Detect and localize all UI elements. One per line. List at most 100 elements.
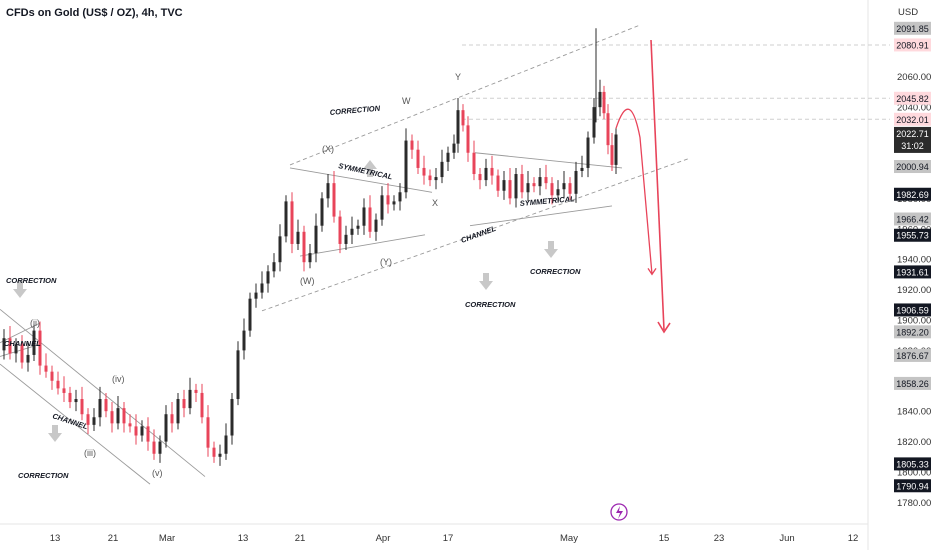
- candle-body: [326, 183, 330, 199]
- price-label-box: [894, 112, 931, 126]
- candle-body: [296, 231, 300, 244]
- candle-body: [398, 192, 402, 202]
- x-tick-label: May: [560, 533, 578, 544]
- candle-body: [44, 365, 48, 372]
- time-axis[interactable]: 13 21 Mar 13 21 Apr 17 May 15 23 Jun 12: [50, 533, 859, 544]
- candle-body: [544, 177, 548, 184]
- candle-body: [356, 225, 360, 229]
- annotation-label: CHANNEL: [460, 224, 498, 245]
- price-label: 2045.82: [896, 94, 929, 104]
- candle-body: [116, 408, 120, 424]
- price-label: 1892.20: [896, 327, 929, 337]
- candle-body: [20, 344, 24, 363]
- price-label-box: [894, 376, 931, 390]
- chart-title: CFDs on Gold (US$ / OZ), 4h, TVC: [6, 7, 183, 19]
- candle-body: [568, 183, 572, 194]
- candle-body: [362, 207, 366, 226]
- candle-layer: [2, 28, 618, 466]
- candle-body: [392, 201, 396, 205]
- x-tick-label: 13: [50, 533, 61, 544]
- candle-body: [218, 453, 222, 457]
- x-tick-label: 21: [108, 533, 119, 544]
- candle-body: [92, 417, 96, 425]
- candle-body: [434, 177, 438, 181]
- candle-body: [574, 170, 578, 194]
- candle-body: [446, 152, 450, 162]
- candle-body: [580, 167, 584, 171]
- projection-arrowhead: [647, 268, 657, 276]
- price-label: 1805.33: [896, 459, 929, 469]
- wave-label: (v): [152, 468, 163, 478]
- candle-body: [62, 388, 66, 393]
- price-label-box: [894, 265, 931, 279]
- candle-body: [532, 183, 536, 187]
- candle-body: [80, 399, 84, 415]
- y-tick-label: 1900.00: [897, 315, 931, 326]
- candle-body: [606, 113, 610, 146]
- candle-body: [38, 330, 42, 366]
- candle-body: [134, 426, 138, 436]
- y-tick-label: 1800.00: [897, 467, 931, 478]
- rising-channel-lower: [261, 158, 689, 312]
- lightning-icon: [610, 503, 628, 521]
- candle-body: [32, 330, 36, 355]
- x-tick-label: Apr: [376, 533, 391, 544]
- price-label: 1955.73: [896, 231, 929, 241]
- candle-body: [74, 399, 78, 403]
- candle-body: [200, 392, 204, 418]
- price-label: 2022.71: [896, 129, 929, 139]
- candle-body: [104, 399, 108, 412]
- annotation-label: CHANNEL: [4, 339, 41, 348]
- annotation-label: CORRECTION: [530, 267, 581, 276]
- candle-body: [320, 198, 324, 226]
- price-label-box: [894, 348, 931, 362]
- candle-body: [404, 140, 408, 193]
- price-label-box: [894, 228, 931, 242]
- x-tick-label: 23: [714, 533, 725, 544]
- candle-body: [592, 107, 596, 138]
- wave-label: (iii): [84, 448, 96, 458]
- candle-body: [410, 140, 414, 150]
- triangle2-lower: [469, 205, 613, 227]
- candle-body: [520, 174, 524, 193]
- candle-body: [452, 143, 456, 153]
- trendline-layer: [0, 24, 890, 485]
- annotation-label: SYMMETRICAL: [338, 161, 394, 181]
- candle-body: [50, 371, 54, 381]
- currency-label: USD: [898, 7, 918, 18]
- candle-body: [254, 292, 258, 299]
- candle-body: [188, 389, 192, 409]
- candle-body: [308, 253, 312, 263]
- y-tick-label: 1820.00: [897, 437, 931, 448]
- candle-body: [422, 167, 426, 176]
- price-label-box: [894, 479, 931, 493]
- countdown-label: 31:02: [901, 141, 924, 151]
- wave-label: W: [402, 96, 411, 106]
- candle-body: [224, 435, 228, 454]
- candle-body: [440, 161, 444, 178]
- candle-body: [170, 414, 174, 424]
- wave-label: (ii): [30, 318, 40, 328]
- annotation-label: CORRECTION: [465, 300, 516, 309]
- correction-arrow-icon: [13, 281, 27, 298]
- price-label: 2080.91: [896, 40, 929, 50]
- y-tick-label: 1920.00: [897, 285, 931, 296]
- price-label: 2000.94: [896, 162, 929, 172]
- candle-body: [242, 330, 246, 351]
- price-label: 1931.61: [896, 267, 929, 277]
- candle-body: [344, 234, 348, 244]
- candle-body: [556, 189, 560, 196]
- candle-body: [2, 338, 6, 351]
- candle-body: [514, 174, 518, 199]
- candle-body: [586, 137, 590, 168]
- candle-body: [146, 426, 150, 442]
- candle-body: [284, 201, 288, 237]
- x-tick-label: 15: [659, 533, 670, 544]
- candle-body: [350, 228, 354, 235]
- candle-body: [152, 441, 156, 454]
- price-axis[interactable]: 1780.001800.001820.001840.001860.001880.…: [894, 7, 931, 509]
- triangle1-lower: [299, 234, 426, 257]
- annotation-label: CORRECTION: [6, 276, 57, 285]
- wave-label: X: [432, 198, 438, 208]
- candle-body: [562, 183, 566, 190]
